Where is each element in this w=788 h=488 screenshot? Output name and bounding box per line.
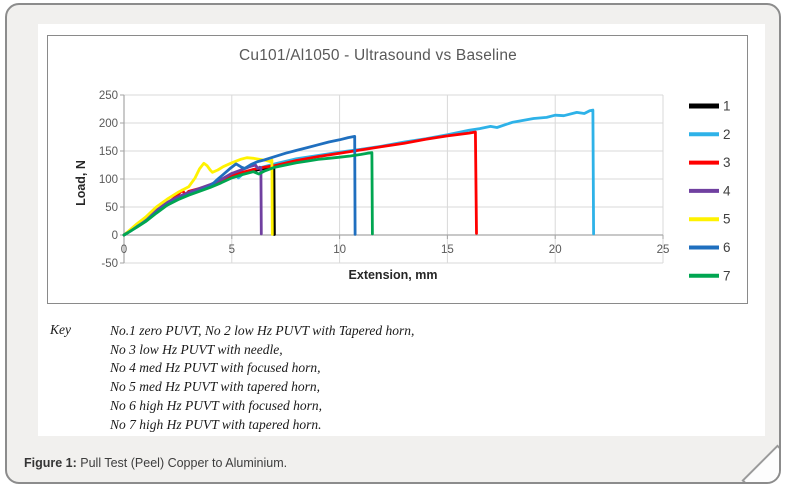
chart-title: Cu101/Al1050 - Ultrasound vs Baseline [239,47,517,64]
x-tick-label: 20 [549,244,562,256]
y-tick-label: 50 [105,202,118,214]
x-axis-title: Extension, mm [349,268,438,282]
page-curl-decoration [741,444,779,482]
key-line: No 5 med Hz PUVT with tapered horn, [110,379,321,395]
key-line: No 4 med Hz PUVT with focused horn, [110,360,321,376]
figure-card: Cu101/Al1050 - Ultrasound vs Baseline Lo… [38,24,765,436]
figure-caption-label: Figure 1: [24,456,77,470]
legend-label-3: 3 [723,155,731,170]
y-tick-label: -50 [101,258,118,270]
series-line-2 [122,108,595,237]
x-tick-label: 5 [229,244,235,256]
chart-plot-area: Load, N Extension, mm 0 5 10 15 20 25-5005010… [74,90,731,283]
y-tick-label: 0 [112,230,118,242]
y-tick-label: 200 [99,118,118,130]
legend-label-1: 1 [723,99,731,114]
x-tick-label: 25 [657,244,670,256]
y-tick-label: 150 [99,146,118,158]
key-lines: No.1 zero PUVT, No 2 low Hz PUVT with Ta… [110,322,414,434]
series-line-5 [122,156,274,237]
key-line: No.1 zero PUVT, No 2 low Hz PUVT with Ta… [110,323,415,338]
key-label: Key [50,322,71,337]
y-tick-label: 100 [99,174,118,186]
series-line-1 [122,165,276,237]
series-line-3 [122,130,478,237]
key-line: No 7 high Hz PUVT with tapered horn. [110,416,322,432]
figure-caption-text: Pull Test (Peel) Copper to Aluminium. [76,456,288,470]
y-tick-label: 250 [99,90,118,102]
key-line: No 3 low Hz PUVT with needle, [110,341,283,357]
legend-label-4: 4 [723,183,731,198]
y-axis-title: Load, N [74,160,88,206]
legend-label-6: 6 [723,240,731,255]
legend-label-5: 5 [723,212,731,227]
x-tick-label: 0 [121,244,127,256]
figure-caption: Figure 1: Pull Test (Peel) Copper to Alu… [24,456,287,470]
x-tick-label: 15 [441,244,454,256]
series-line-7 [122,151,374,237]
legend-label-7: 7 [723,268,731,283]
figure-frame: Cu101/Al1050 - Ultrasound vs Baseline Lo… [5,3,781,484]
legend-label-2: 2 [723,127,731,142]
key-line: No 6 high Hz PUVT with focused horn, [110,397,323,413]
x-tick-label: 10 [333,244,346,256]
chart-container: Cu101/Al1050 - Ultrasound vs Baseline Lo… [47,35,748,304]
